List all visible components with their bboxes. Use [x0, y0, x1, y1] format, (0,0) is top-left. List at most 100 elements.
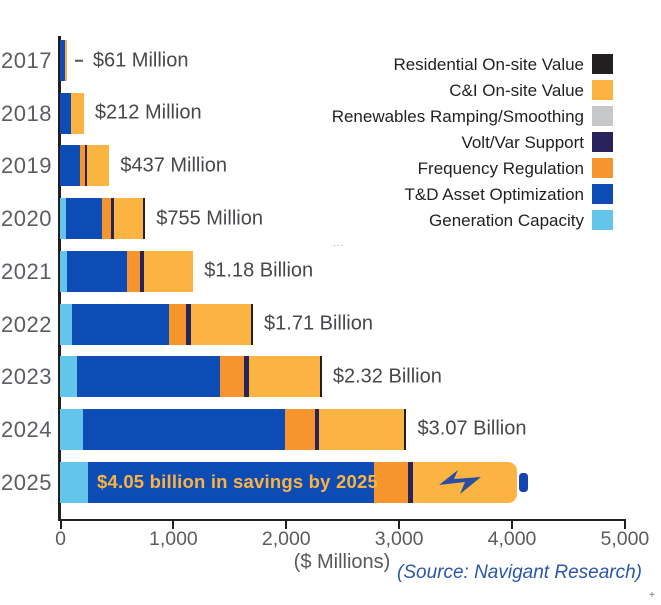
year-label-2022: 2022 — [1, 311, 52, 337]
x-tick — [623, 518, 626, 529]
stacked-bar-2025: $4.05 billion in savings by 2025 — [60, 461, 529, 503]
bar-row-2021: 2021 $1.18 Billion — [0, 250, 661, 292]
stacked-bar-2024: $3.07 Billion — [60, 408, 527, 450]
stacked-bar-2019: $437 Million — [60, 145, 227, 187]
segment-c-i-on-site-value — [249, 356, 320, 398]
legend-swatch-icon — [592, 184, 613, 204]
segment-t-d-asset-optimization — [65, 198, 103, 240]
segment-generation-capacity — [60, 461, 89, 503]
segment-volt-var-support — [315, 408, 320, 450]
segment-frequency-regulation — [220, 356, 244, 398]
segment-frequency-regulation — [374, 461, 409, 503]
legend-row-residential-on-site-value: Residential On-site Value — [0, 54, 661, 80]
segment-frequency-regulation — [127, 250, 141, 292]
bar-value-label-2020: $755 Million — [156, 207, 263, 230]
bar-value-label-2018: $212 Million — [94, 101, 202, 124]
segment-residential-on-site-value — [404, 408, 407, 450]
stacked-bar-2020: $755 Million — [60, 198, 263, 240]
segment-generation-capacity — [60, 408, 84, 450]
x-axis-title: ($ Millions) — [293, 551, 391, 573]
bar-row-2017: 2017 $61 Million — [0, 40, 661, 81]
x-tick-label-0: 0 — [55, 528, 66, 550]
segment-t-d-asset-optimization — [60, 145, 80, 187]
legend-swatch-icon — [592, 158, 613, 178]
bar-row-2022: 2022 $1.71 Billion — [0, 303, 661, 345]
legend-row-renewables-ramping-smoothing: Renewables Ramping/Smoothing — [0, 106, 661, 132]
legend-label: Residential On-site Value — [393, 55, 584, 74]
segment-volt-var-support — [408, 461, 414, 503]
year-label-2023: 2023 — [1, 364, 52, 390]
year-label-2025: 2025 — [1, 469, 52, 495]
bar-row-2019: 2019 $437 Million — [0, 145, 661, 187]
segment-volt-var-support — [186, 303, 191, 345]
x-tick — [172, 518, 175, 529]
legend-swatch-icon — [592, 210, 613, 230]
x-tick-label-2000: 2,000 — [261, 528, 311, 550]
corner-artifact: + — [649, 590, 655, 601]
y-axis-line — [58, 36, 61, 520]
segment-frequency-regulation — [285, 408, 316, 450]
year-label-2017: 2017 — [1, 48, 52, 73]
segment-t-d-asset-optimization — [72, 303, 169, 345]
year-label-2018: 2018 — [1, 100, 52, 126]
leader-dash — [74, 59, 83, 62]
legend-label: Generation Capacity — [429, 211, 584, 230]
segment-residential-on-site-value — [250, 303, 253, 345]
legend-swatch-icon — [592, 54, 613, 74]
x-tick-label-3000: 3,000 — [374, 528, 424, 550]
legend-label: T&D Asset Optimization — [404, 185, 584, 204]
segment-frequency-regulation — [168, 303, 187, 345]
bar-value-label-2022: $1.71 Billion — [264, 312, 373, 335]
segment-generation-capacity — [60, 250, 67, 292]
x-axis-line — [58, 518, 626, 521]
stacked-bar-2017: $61 Million — [60, 40, 188, 81]
legend-label: Frequency Regulation — [417, 159, 584, 178]
legend-label: Renewables Ramping/Smoothing — [331, 107, 584, 126]
year-label-2020: 2020 — [1, 206, 52, 232]
battery-tip — [519, 472, 529, 492]
segment-volt-var-support — [110, 198, 114, 240]
segment-c-i-on-site-value — [190, 303, 251, 345]
x-tick-label-4000: 4,000 — [487, 528, 537, 550]
bar-value-label-2021: $1.18 Billion — [204, 259, 314, 282]
stacked-bar-2021: $1.18 Billion — [60, 250, 313, 292]
legend-row-volt-var-support: Volt/Var Support — [0, 132, 661, 158]
segment-generation-capacity — [60, 198, 66, 240]
bar-row-2023: 2023 $2.32 Billion — [0, 356, 661, 398]
segment-generation-capacity — [60, 303, 73, 345]
year-label-2021: 2021 — [1, 258, 52, 284]
lightning-bolt-icon — [439, 470, 481, 495]
ellipsis-artifact: ... — [333, 238, 345, 249]
segment-volt-var-support — [243, 356, 250, 398]
source-note: (Source: Navigant Research) — [397, 562, 642, 583]
bar-value-label-2023: $2.32 Billion — [332, 365, 442, 388]
x-tick-label-5000: 5,000 — [600, 528, 650, 550]
stacked-bar-2022: $1.71 Billion — [60, 303, 373, 345]
legend-swatch-icon — [592, 80, 613, 100]
segment-t-d-asset-optimization — [77, 356, 221, 398]
bar-row-2024: 2024 $3.07 Billion — [0, 408, 661, 450]
x-tick — [59, 518, 62, 529]
segment-c-i-on-site-value — [87, 145, 110, 187]
legend-row-t-d-asset-optimization: T&D Asset Optimization — [0, 184, 661, 210]
year-label-2019: 2019 — [1, 153, 52, 179]
legend-row-frequency-regulation: Frequency Regulation — [0, 158, 661, 184]
x-tick — [398, 518, 401, 529]
legend-swatch-icon — [592, 132, 613, 152]
segment-t-d-asset-optimization — [83, 408, 286, 450]
legend-row-generation-capacity: Generation Capacity — [0, 210, 661, 236]
segment-residential-on-site-value — [142, 198, 146, 240]
legend-row-c-i-on-site-value: C&I On-site Value — [0, 80, 661, 106]
legend-label: Volt/Var Support — [461, 133, 584, 152]
segment-t-d-asset-optimization — [88, 461, 375, 503]
segment-c-i-on-site-value — [65, 40, 67, 81]
stacked-bar-2023: $2.32 Billion — [60, 356, 442, 398]
x-tick-label-1000: 1,000 — [148, 528, 198, 550]
segment-volt-var-support — [85, 145, 88, 187]
segment-c-i-on-site-value — [319, 408, 405, 450]
bar-value-label-2024: $3.07 Billion — [417, 417, 527, 440]
segment-c-i-on-site-value — [70, 92, 84, 134]
segment-t-d-asset-optimization — [60, 92, 71, 134]
savings-annotation: $4.05 billion in savings by 2025 — [97, 471, 378, 493]
